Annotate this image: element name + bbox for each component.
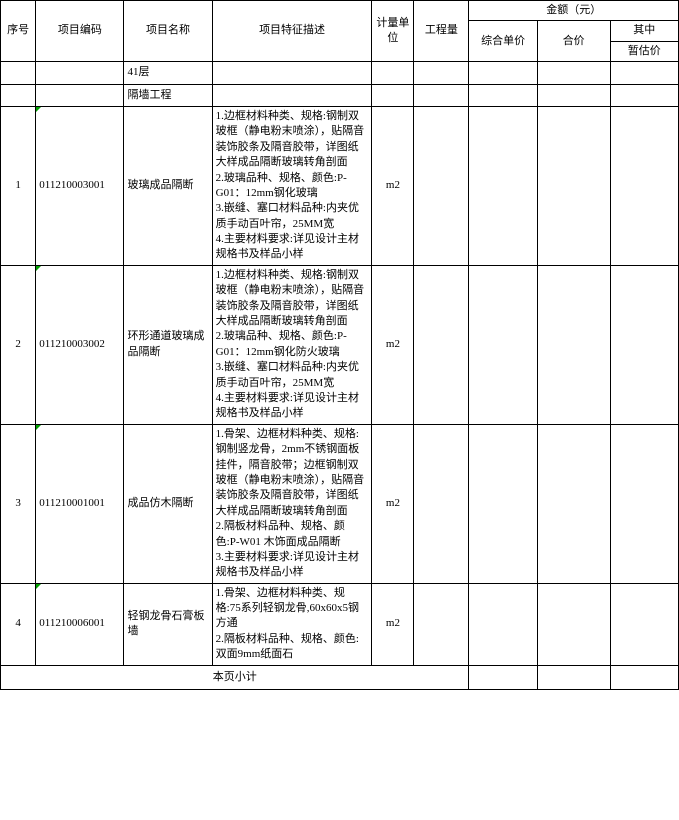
cell-unit-price <box>469 583 537 665</box>
header-total-price: 合价 <box>537 21 610 62</box>
cell-name: 轻钢龙骨石膏板墙 <box>124 583 212 665</box>
section-category-label: 隔墙工程 <box>124 84 212 106</box>
subtotal-row: 本页小计 <box>1 665 679 689</box>
cell-unit-price <box>469 265 537 424</box>
cell-est-price <box>610 265 678 424</box>
cell-seq: 2 <box>1 265 36 424</box>
header-seq: 序号 <box>1 1 36 62</box>
cell-unit: m2 <box>372 583 414 665</box>
cell-total-price <box>537 424 610 583</box>
subtotal-label: 本页小计 <box>1 665 469 689</box>
cell-name: 环形通道玻璃成品隔断 <box>124 265 212 424</box>
table-row: 2 011210003002 环形通道玻璃成品隔断 1.边框材料种类、规格:钢制… <box>1 265 679 424</box>
cell-est-price <box>610 424 678 583</box>
cell-qty <box>414 583 469 665</box>
section-floor-label: 41层 <box>124 62 212 84</box>
cell-qty <box>414 265 469 424</box>
header-unit: 计量单位 <box>372 1 414 62</box>
cell-unit-price <box>469 106 537 265</box>
cell-qty <box>414 106 469 265</box>
cell-est-price <box>610 583 678 665</box>
subtotal-total-price <box>537 665 610 689</box>
header-code: 项目编码 <box>36 1 124 62</box>
cell-seq: 4 <box>1 583 36 665</box>
cell-total-price <box>537 265 610 424</box>
header-est-price: 暂估价 <box>610 41 678 61</box>
cell-code: 011210006001 <box>36 583 124 665</box>
cell-est-price <box>610 106 678 265</box>
section-row-category: 隔墙工程 <box>1 84 679 106</box>
cell-name: 成品仿木隔断 <box>124 424 212 583</box>
table-row: 3 011210001001 成品仿木隔断 1.骨架、边框材料种类、规格:钢制竖… <box>1 424 679 583</box>
cell-qty <box>414 424 469 583</box>
cell-seq: 1 <box>1 106 36 265</box>
cell-desc: 1.骨架、边框材料种类、规格:钢制竖龙骨，2mm不锈钢面板挂件，隔音胶带；边框钢… <box>212 424 372 583</box>
header-name: 项目名称 <box>124 1 212 62</box>
cell-desc: 1.骨架、边框材料种类、规格:75系列轻钢龙骨,60x60x5钢方通 2.隔板材… <box>212 583 372 665</box>
header-amount-group: 金额（元） <box>469 1 679 21</box>
cell-total-price <box>537 106 610 265</box>
header-of-which: 其中 <box>610 21 678 41</box>
subtotal-unit-price <box>469 665 537 689</box>
subtotal-est-price <box>610 665 678 689</box>
cell-unit-price <box>469 424 537 583</box>
cell-code: 011210001001 <box>36 424 124 583</box>
cell-desc: 1.边框材料种类、规格:钢制双玻框（静电粉末喷涂），贴隔音装饰胶条及隔音胶带，详… <box>212 265 372 424</box>
cell-unit: m2 <box>372 265 414 424</box>
cell-unit: m2 <box>372 424 414 583</box>
cell-desc: 1.边框材料种类、规格:钢制双玻框（静电粉末喷涂），贴隔音装饰胶条及隔音胶带，详… <box>212 106 372 265</box>
header-unit-price: 综合单价 <box>469 21 537 62</box>
cell-unit: m2 <box>372 106 414 265</box>
cell-name: 玻璃成品隔断 <box>124 106 212 265</box>
table-header: 序号 项目编码 项目名称 项目特征描述 计量单位 工程量 金额（元） 综合单价 … <box>1 1 679 62</box>
cell-code: 011210003001 <box>36 106 124 265</box>
cell-total-price <box>537 583 610 665</box>
header-desc: 项目特征描述 <box>212 1 372 62</box>
table-row: 1 011210003001 玻璃成品隔断 1.边框材料种类、规格:钢制双玻框（… <box>1 106 679 265</box>
cell-seq: 3 <box>1 424 36 583</box>
section-row-floor: 41层 <box>1 62 679 84</box>
boq-table: 序号 项目编码 项目名称 项目特征描述 计量单位 工程量 金额（元） 综合单价 … <box>0 0 679 690</box>
header-qty: 工程量 <box>414 1 469 62</box>
table-row: 4 011210006001 轻钢龙骨石膏板墙 1.骨架、边框材料种类、规格:7… <box>1 583 679 665</box>
cell-code: 011210003002 <box>36 265 124 424</box>
